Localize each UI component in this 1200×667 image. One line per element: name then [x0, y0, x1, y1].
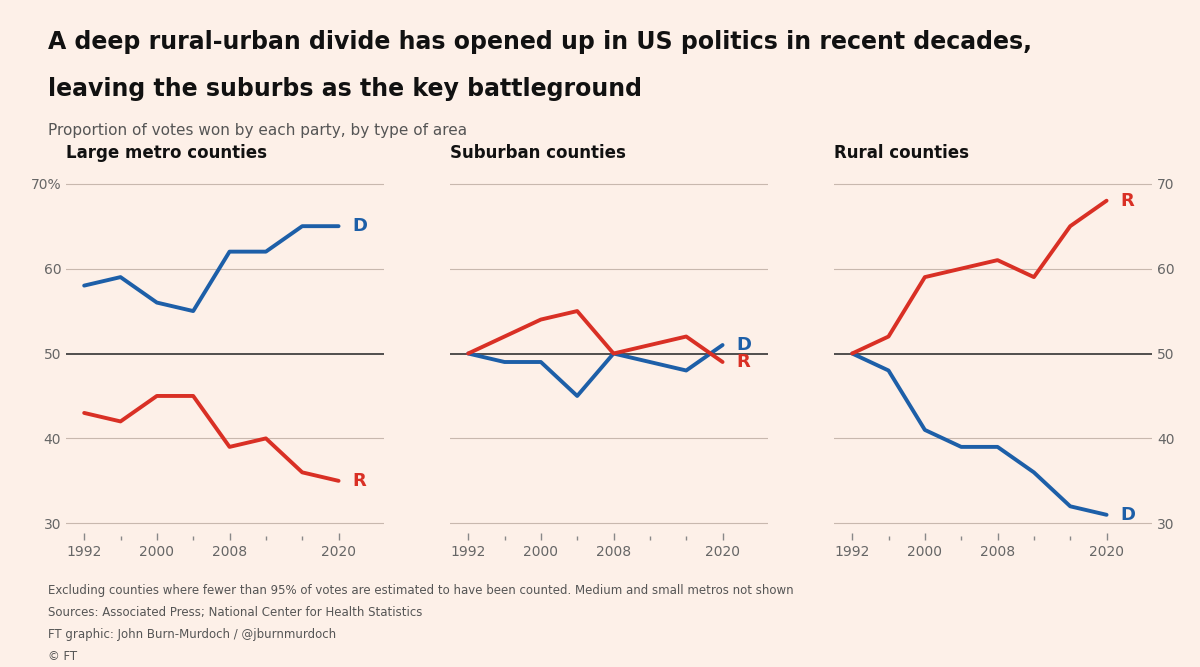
- Text: R: R: [353, 472, 366, 490]
- Text: Excluding counties where fewer than 95% of votes are estimated to have been coun: Excluding counties where fewer than 95% …: [48, 584, 793, 596]
- Text: FT graphic: John Burn-Murdoch / @jburnmurdoch: FT graphic: John Burn-Murdoch / @jburnmu…: [48, 628, 336, 640]
- Text: D: D: [1121, 506, 1135, 524]
- Text: A deep rural-urban divide has opened up in US politics in recent decades,: A deep rural-urban divide has opened up …: [48, 30, 1032, 54]
- Text: Rural counties: Rural counties: [834, 145, 970, 163]
- Text: leaving the suburbs as the key battleground: leaving the suburbs as the key battlegro…: [48, 77, 642, 101]
- Text: D: D: [737, 336, 751, 354]
- Text: D: D: [353, 217, 367, 235]
- Text: Proportion of votes won by each party, by type of area: Proportion of votes won by each party, b…: [48, 123, 467, 138]
- Text: Sources: Associated Press; National Center for Health Statistics: Sources: Associated Press; National Cent…: [48, 606, 422, 618]
- Text: Suburban counties: Suburban counties: [450, 145, 626, 163]
- Text: R: R: [737, 353, 750, 371]
- Text: Large metro counties: Large metro counties: [66, 145, 266, 163]
- Text: © FT: © FT: [48, 650, 77, 662]
- Text: R: R: [1121, 191, 1134, 209]
